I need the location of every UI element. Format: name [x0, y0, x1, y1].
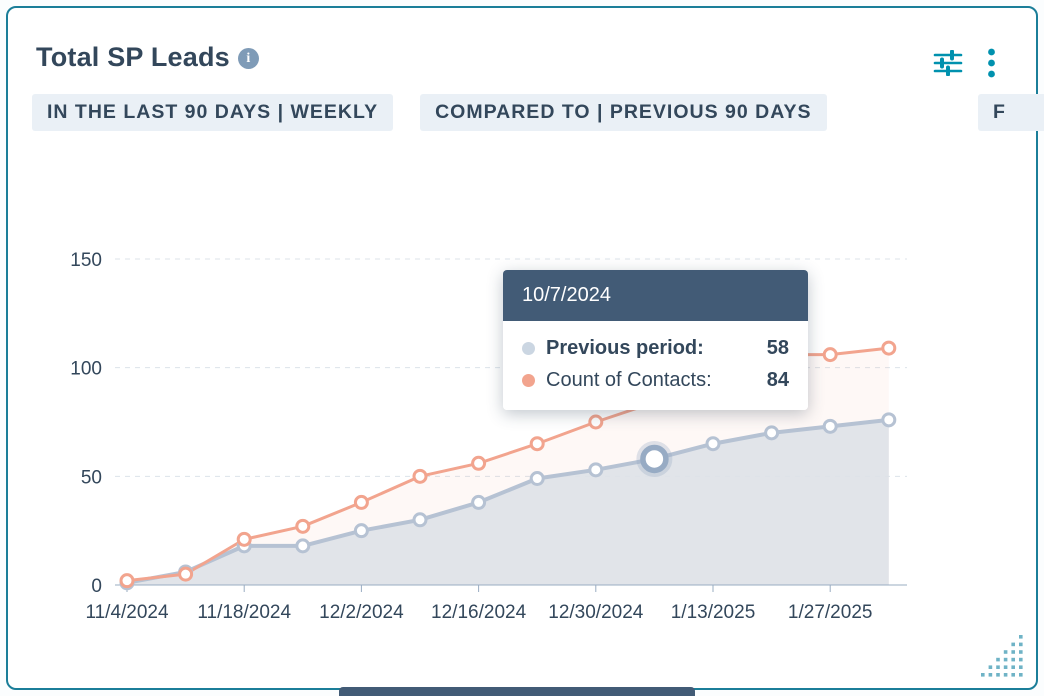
resize-dot [1019, 635, 1023, 639]
filter-chip[interactable]: IN THE LAST 90 DAYS | WEEKLY [32, 94, 394, 131]
tooltip-row: Count of Contacts: 84 [522, 366, 789, 395]
tooltip-series-label: Previous period: [546, 337, 704, 359]
bottom-panel-edge [339, 687, 695, 696]
resize-dot [1003, 673, 1008, 677]
area-previous-period [127, 419, 889, 585]
series-dot [522, 374, 535, 387]
marker-count-of-contacts[interactable] [119, 573, 135, 589]
y-axis-label: 150 [70, 250, 102, 271]
marker-count-of-contacts[interactable] [881, 340, 897, 356]
filter-chip-label: F [993, 101, 1006, 123]
kebab-menu-icon[interactable] [987, 48, 996, 78]
marker-count-of-contacts[interactable] [588, 414, 604, 430]
marker-count-of-contacts[interactable] [471, 455, 487, 471]
marker-previous-period[interactable] [822, 418, 838, 434]
resize-dot [1011, 642, 1015, 647]
marker-previous-period[interactable] [295, 538, 311, 554]
marker-previous-period[interactable] [353, 523, 369, 539]
resize-dot [1019, 665, 1023, 669]
marker-previous-period[interactable] [529, 471, 545, 487]
marker-count-of-contacts[interactable] [529, 436, 545, 452]
x-axis-label: 1/13/2025 [671, 602, 756, 623]
x-axis-label: 12/30/2024 [548, 602, 644, 623]
resize-dot [1011, 650, 1015, 654]
marker-previous-period[interactable] [588, 462, 604, 478]
tooltip-date: 10/7/2024 [503, 270, 808, 321]
x-axis-label: 11/4/2024 [85, 602, 169, 623]
resize-dot [981, 673, 985, 677]
marker-previous-period[interactable] [705, 436, 721, 452]
marker-previous-period[interactable] [471, 494, 487, 510]
y-axis-label: 0 [91, 576, 102, 597]
resize-dot [996, 657, 1000, 662]
x-axis-label: 12/2/2024 [319, 602, 404, 623]
filter-chip[interactable]: F [978, 94, 1044, 131]
marker-previous-period[interactable] [764, 425, 780, 441]
resize-dot [1003, 650, 1008, 654]
marker-previous-period[interactable] [881, 412, 897, 428]
tooltip-series-value: 58 [766, 337, 789, 359]
tooltip-body: Previous period: 58 Count of Contacts: 84 [503, 321, 808, 410]
resize-dot [996, 665, 1000, 669]
resize-dot [1003, 657, 1008, 662]
highlighted-point-halo [636, 440, 673, 477]
resize-dot [1011, 665, 1015, 669]
marker-count-of-contacts[interactable] [353, 494, 369, 510]
card-actions [933, 48, 996, 78]
card-header: Total SP Leads i [36, 42, 259, 73]
card-title: Total SP Leads [36, 42, 230, 72]
x-axis-label: 11/18/2024 [197, 602, 291, 623]
resize-dot [988, 673, 993, 677]
marker-count-of-contacts[interactable] [412, 468, 428, 484]
marker-count-of-contacts[interactable] [295, 518, 311, 534]
resize-dot [1019, 642, 1023, 647]
tooltip-series-label: Count of Contacts: [546, 369, 712, 391]
resize-dot [1019, 673, 1023, 677]
y-axis-label: 50 [81, 467, 102, 488]
resize-dot [1011, 657, 1015, 662]
series-dot [522, 342, 535, 355]
marker-count-of-contacts[interactable] [822, 347, 838, 363]
filter-chip[interactable]: COMPARED TO | PREVIOUS 90 DAYS [420, 94, 827, 131]
tooltip-row: Previous period: 58 [522, 334, 789, 363]
marker-count-of-contacts[interactable] [236, 531, 252, 547]
filter-chip-label: IN THE LAST 90 DAYS | WEEKLY [47, 101, 379, 123]
x-axis-label: 12/16/2024 [431, 602, 527, 623]
y-axis-label: 100 [70, 359, 102, 380]
resize-dot [988, 665, 993, 669]
resize-dot [1003, 665, 1008, 669]
line-previous-period [126, 417, 890, 585]
filter-chip-label: COMPARED TO | PREVIOUS 90 DAYS [435, 101, 812, 123]
marker-previous-period[interactable] [412, 512, 428, 528]
marker-count-of-contacts[interactable] [178, 566, 194, 582]
resize-dot [1019, 650, 1023, 654]
chart-tooltip: 10/7/2024 Previous period: 58 Count of Con… [503, 270, 808, 410]
info-icon[interactable]: i [237, 48, 259, 69]
report-card: Total SP Leads i [6, 6, 1044, 690]
x-axis-label: 1/27/2025 [788, 602, 873, 623]
tooltip-series-value: 84 [766, 369, 789, 391]
resize-dot [996, 673, 1000, 677]
resize-handle[interactable] [980, 634, 1026, 680]
highlighted-point[interactable] [640, 444, 669, 474]
customize-icon[interactable] [933, 50, 963, 76]
resize-dot [1011, 673, 1015, 677]
resize-dot [1019, 657, 1023, 662]
filter-chip-row: IN THE LAST 90 DAYS | WEEKLY COMPARED TO … [32, 94, 1044, 131]
info-glyph: i [246, 50, 251, 66]
